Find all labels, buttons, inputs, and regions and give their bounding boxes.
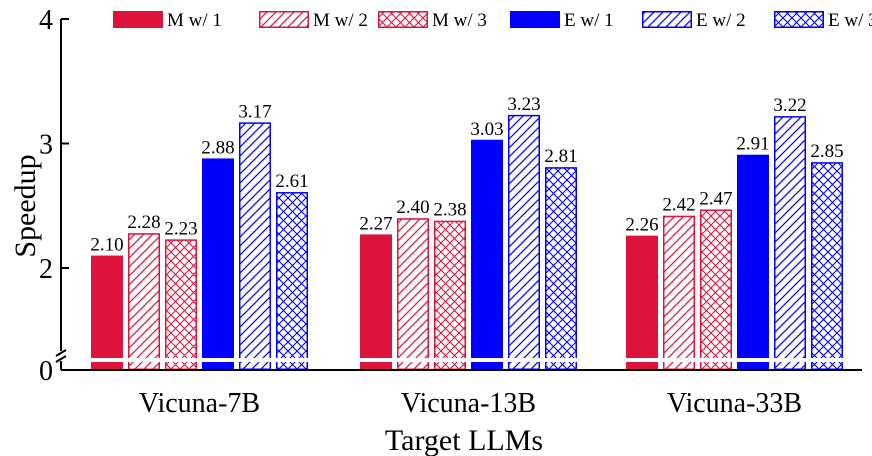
- bar-value-labels: 2.10 2.27 2.26 2.28 2.40 2.42 2.23 2.38 2.47 2.88…: [90, 94, 843, 256]
- bar-e-w-1-vicuna-13b: [471, 139, 503, 370]
- bar-m-w-1-vicuna-13b: [360, 234, 392, 370]
- x-tick-label: Vicuna-33B: [667, 388, 802, 419]
- bar-value-label: 3.22: [773, 95, 806, 116]
- bar-value-label: 2.61: [275, 171, 308, 192]
- bar-break-gap: [736, 358, 770, 362]
- bar-e-w-3-vicuna-13b: [545, 167, 577, 370]
- bar-break-gap: [699, 358, 733, 362]
- bar-m-w-2-vicuna-7b: [128, 233, 160, 370]
- bar-break-gap: [433, 358, 467, 362]
- bar-break-gap: [810, 358, 844, 362]
- bar-m-w-1-vicuna-7b: [91, 255, 123, 370]
- legend-swatch: [510, 11, 560, 28]
- bar-value-label: 2.81: [544, 146, 577, 167]
- bar-break-gap: [773, 358, 807, 362]
- axes-group: 0 2 3 4 Vicuna-7B Vicuna-13B Vicuna-33B: [39, 5, 862, 419]
- bar-value-label: 2.10: [90, 235, 123, 256]
- bar-value-label: 2.27: [359, 213, 392, 234]
- legend-swatch: [774, 11, 824, 28]
- bar-break-gap: [507, 358, 541, 362]
- legend: M w/ 1 M w/ 2 M w/ 3 E w/ 1 E w/ 2 E w/ 3: [113, 10, 872, 31]
- bar-break-gap: [90, 358, 124, 362]
- y-tick-label: 0: [39, 356, 53, 387]
- legend-label: M w/ 1: [167, 10, 222, 31]
- bar-e-w-1-vicuna-7b: [202, 158, 234, 370]
- legend-swatch: [259, 11, 309, 28]
- legend-swatch: [113, 11, 163, 28]
- bar-break-gap: [662, 358, 696, 362]
- bar-value-label: 2.23: [164, 218, 197, 239]
- y-tick-label: 4: [39, 5, 53, 36]
- bar-m-w-3-vicuna-7b: [165, 239, 197, 370]
- bar-value-label: 3.03: [470, 119, 503, 140]
- bar-break-gap: [127, 358, 161, 362]
- bar-m-w-1-vicuna-33b: [626, 235, 658, 370]
- bar-e-w-1-vicuna-33b: [737, 154, 769, 370]
- x-tick-label: Vicuna-13B: [401, 388, 536, 419]
- bar-value-label: 2.85: [810, 141, 843, 162]
- bar-e-w-2-vicuna-33b: [774, 116, 806, 370]
- bar-e-w-3-vicuna-7b: [276, 192, 308, 370]
- legend-label: E w/ 1: [564, 10, 614, 31]
- bar-break-gap: [238, 358, 272, 362]
- axis-break-mark: [55, 349, 67, 363]
- bar-value-label: 2.26: [625, 215, 658, 236]
- bar-value-label: 2.40: [396, 197, 429, 218]
- bar-break-gap: [544, 358, 578, 362]
- bar-value-label: 3.23: [507, 94, 540, 115]
- bar-m-w-3-vicuna-13b: [434, 220, 466, 370]
- bar-value-label: 2.91: [736, 134, 769, 155]
- bar-break-gap: [201, 358, 235, 362]
- bars-group: [90, 114, 844, 370]
- legend-label: M w/ 3: [432, 10, 487, 31]
- bar-m-w-2-vicuna-33b: [663, 215, 695, 370]
- bar-value-label: 2.28: [127, 212, 160, 233]
- legend-swatch: [378, 11, 428, 28]
- bar-break-gap: [625, 358, 659, 362]
- legend-swatch: [642, 11, 692, 28]
- bar-break-gap: [396, 358, 430, 362]
- legend-label: M w/ 2: [313, 10, 368, 31]
- bar-value-label: 2.88: [201, 137, 234, 158]
- x-tick-label: Vicuna-7B: [139, 388, 260, 419]
- bar-break-gap: [164, 358, 198, 362]
- bar-e-w-3-vicuna-33b: [811, 162, 843, 370]
- legend-label: E w/ 3: [828, 10, 872, 31]
- bar-m-w-3-vicuna-33b: [700, 209, 732, 370]
- bar-value-label: 3.17: [238, 101, 271, 122]
- bar-e-w-2-vicuna-13b: [508, 114, 540, 370]
- bar-value-label: 2.47: [699, 188, 732, 209]
- bar-break-gap: [470, 358, 504, 362]
- y-tick-label: 3: [39, 130, 53, 161]
- bar-value-label: 2.42: [662, 195, 695, 216]
- bar-m-w-2-vicuna-13b: [397, 218, 429, 370]
- legend-label: E w/ 2: [696, 10, 746, 31]
- bar-value-label: 2.38: [433, 200, 466, 221]
- bar-break-gap: [275, 358, 309, 362]
- bar-break-gap: [359, 358, 393, 362]
- y-axis-label: Speedup: [9, 154, 42, 257]
- y-tick-label: 2: [39, 254, 53, 285]
- bar-e-w-2-vicuna-7b: [239, 122, 271, 370]
- x-axis-label: Target LLMs: [385, 424, 543, 456]
